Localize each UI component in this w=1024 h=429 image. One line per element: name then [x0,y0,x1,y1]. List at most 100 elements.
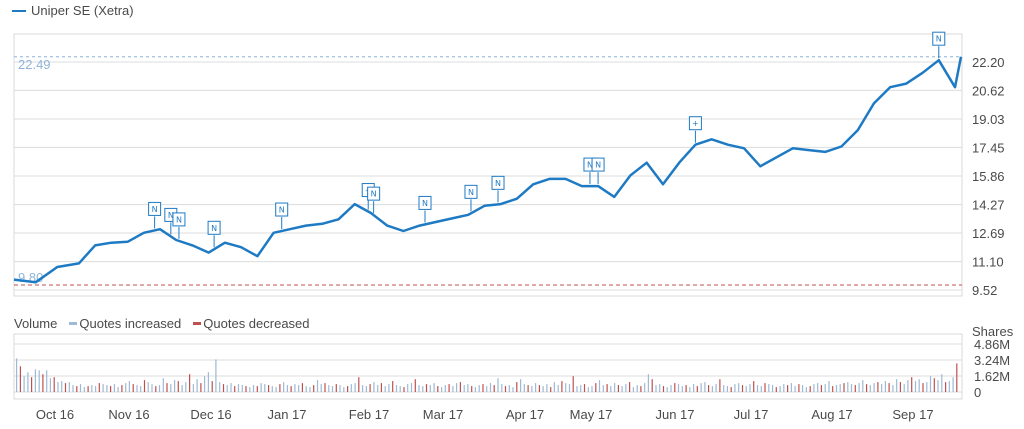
y-tick-label: 11.10 [972,255,1004,270]
volume-bar [380,383,382,392]
volume-bar [779,386,781,392]
volume-bar [132,384,134,392]
volume-bar [459,382,461,392]
news-marker-label: N [176,215,182,224]
volume-bar [72,385,74,392]
volume-bar [79,384,82,392]
volume-bar [158,385,161,392]
volume-bar [433,383,435,392]
volume-bar [64,383,67,392]
volume-bar [847,382,849,392]
volume-y-tick-label: 3.24M [974,353,1010,368]
volume-bar [362,385,364,392]
volume-bar [128,381,130,392]
y-tick-label: 22.20 [972,55,1005,70]
volume-bar [700,383,702,392]
news-marker[interactable]: N [418,195,432,223]
news-marker-box [688,116,702,131]
news-marker[interactable]: N [172,212,186,239]
volume-bar [369,384,371,392]
volume-bar [53,377,55,392]
news-marker-box [491,175,505,190]
volume-bar [899,382,901,392]
volume-bar [215,359,217,392]
y-tick-label: 9.52 [972,283,997,298]
volume-bar [279,384,281,392]
news-marker[interactable]: N [275,202,289,230]
chart-legend: Uniper SE (Xetra) [12,3,134,18]
volume-bar [136,385,138,392]
volume-bar [316,380,319,392]
volume-bar [610,386,612,392]
volume-y-tick-label: 0 [974,385,981,400]
volume-bar [598,380,601,392]
news-marker[interactable]: N [464,184,478,212]
volume-bar [313,385,315,392]
volume-bar [884,381,886,392]
volume-bar [354,383,356,392]
volume-bar [715,384,717,392]
volume-bar [956,363,958,392]
volume-bar [753,381,755,392]
volume-bar [463,385,465,392]
volume-bar [922,383,924,392]
price-line [13,56,963,284]
volume-bar [425,384,428,392]
series-name: Uniper SE (Xetra) [31,3,134,18]
volume-bar [662,386,665,392]
volume-bar [531,386,533,392]
volume-bar [772,385,774,392]
volume-bar [448,384,450,392]
volume-bar [305,386,307,392]
news-marker-box [148,201,162,216]
news-marker[interactable]: N [207,220,221,248]
increase-label: Quotes increased [79,316,182,331]
volume-bar [835,385,838,392]
volume-bar [568,384,571,392]
volume-bar [27,372,29,392]
volume-bar [606,384,608,392]
volume-bar [467,384,469,392]
volume-bar [787,385,789,392]
x-tick-label: Aug 17 [811,407,852,422]
news-marker[interactable]: N [591,157,605,185]
volume-bar [576,386,578,392]
volume-bar [843,383,845,392]
news-marker[interactable]: N [932,31,946,59]
volume-bar [929,376,932,392]
volume-bar [211,381,213,392]
news-marker[interactable]: + [688,116,702,143]
volume-bar [941,374,943,392]
volume-bar [166,383,168,392]
volume-bar [189,374,191,392]
volume-bar [553,382,555,392]
volume-bar [952,377,954,392]
volume-bar [666,387,668,392]
volume-bar [365,386,367,392]
news-marker[interactable]: N [491,175,505,203]
volume-bar [629,382,631,392]
volume-bar [591,386,593,392]
news-marker[interactable]: N [148,201,162,229]
volume-bar [42,374,44,392]
x-tick-label: Dec 16 [190,407,231,422]
x-tick-label: Feb 17 [349,407,389,422]
volume-bar [918,379,920,392]
volume-bar [377,385,379,392]
news-marker[interactable]: N [367,186,381,214]
volume-bar [125,383,127,392]
volume-bar [301,383,303,392]
news-marker-box [367,186,381,201]
volume-bar [452,386,454,392]
volume-bar [873,383,875,392]
volume-bar [373,382,375,392]
volume-bar [331,386,334,392]
volume-bar [512,387,514,392]
series-swatch [12,9,26,12]
volume-bar [711,386,713,392]
volume-bar [677,384,680,392]
volume-bar [550,387,552,392]
volume-bar [504,386,507,392]
news-marker-box [275,202,289,217]
